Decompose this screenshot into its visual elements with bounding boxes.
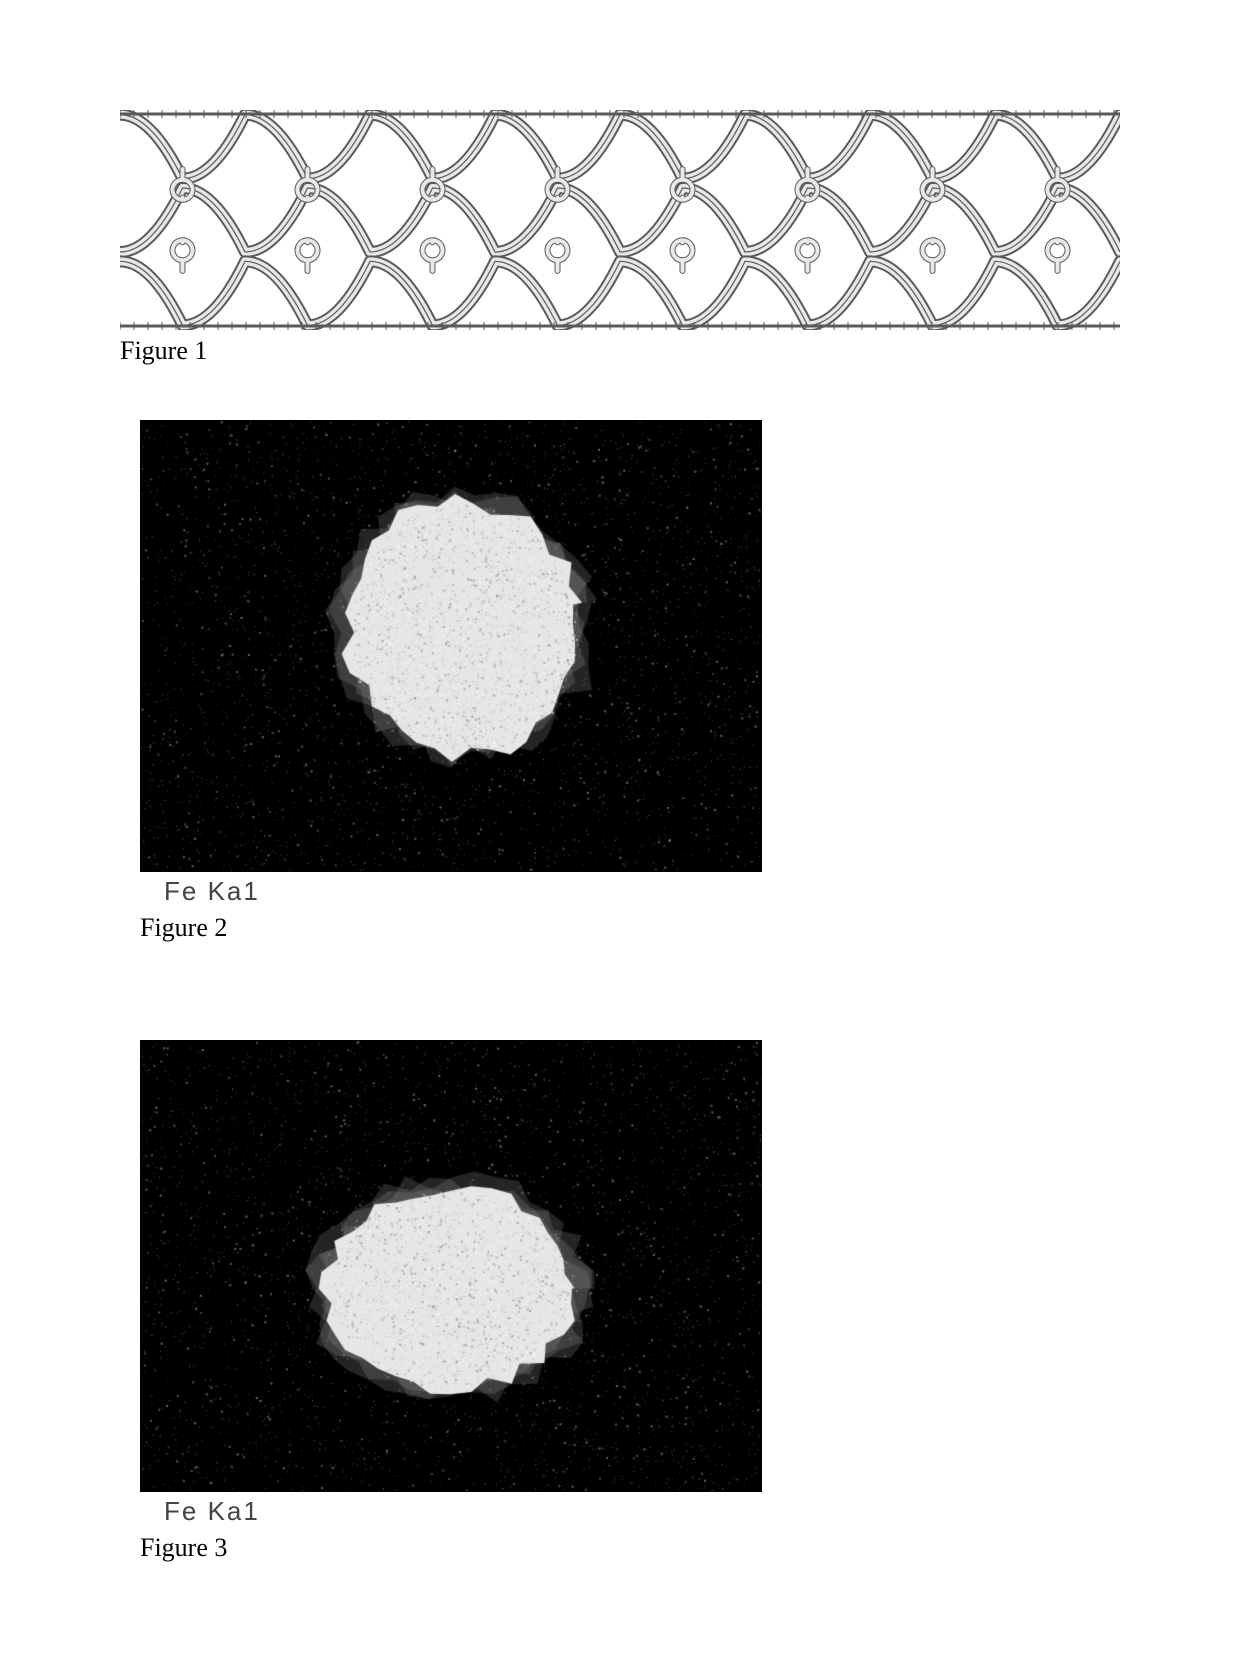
figure-3: Fe Ka1 Figure 3 bbox=[140, 1040, 762, 1563]
stent-diagram bbox=[120, 110, 1120, 330]
figure-2-sublabel: Fe Ka1 bbox=[164, 876, 762, 907]
figure-3-caption: Figure 3 bbox=[140, 1533, 762, 1563]
figure-2: Fe Ka1 Figure 2 bbox=[140, 420, 762, 943]
figure-3-sublabel: Fe Ka1 bbox=[164, 1496, 762, 1527]
figure-1-caption: Figure 1 bbox=[120, 336, 1120, 366]
figure-1: Figure 1 bbox=[120, 110, 1120, 366]
figure-3-micrograph bbox=[140, 1040, 762, 1492]
figure-2-micrograph bbox=[140, 420, 762, 872]
figure-2-caption: Figure 2 bbox=[140, 913, 762, 943]
